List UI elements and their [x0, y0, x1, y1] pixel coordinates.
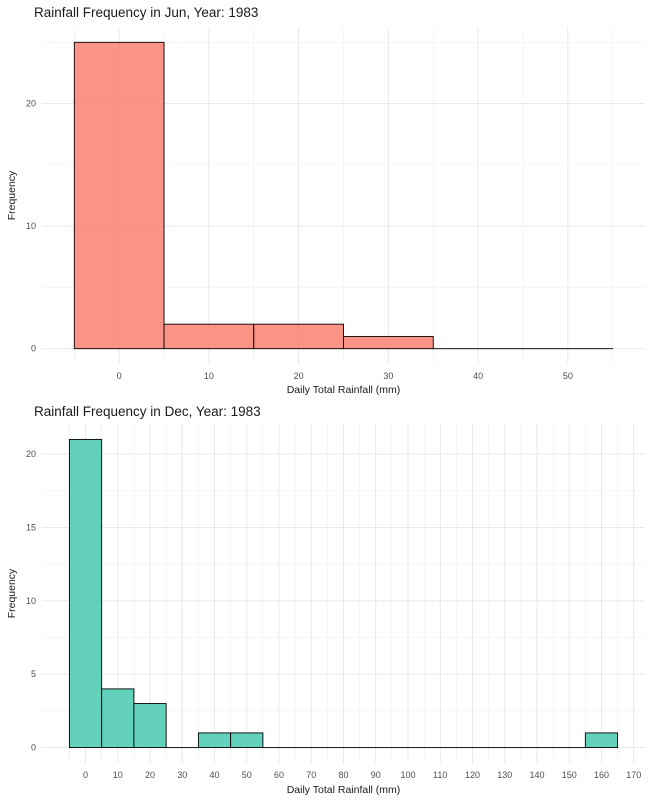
x-tick-label: 10: [113, 770, 123, 780]
x-tick-label: 40: [210, 770, 220, 780]
bar-3: [253, 323, 344, 350]
y-tick-label: 5: [31, 669, 36, 679]
x-tick-label: 120: [465, 770, 480, 780]
x-tick-label: 60: [274, 770, 284, 780]
x-tick-label: 90: [371, 770, 381, 780]
y-axis-title: Frequency: [6, 170, 18, 220]
x-tick-label: 130: [497, 770, 512, 780]
x-tick-label: 110: [433, 770, 447, 780]
x-tick-label: 150: [562, 770, 577, 780]
x-tick-label: 20: [294, 371, 304, 381]
x-tick-label: 30: [383, 371, 393, 381]
x-tick-label: 40: [473, 371, 483, 381]
x-tick-label: 80: [338, 770, 348, 780]
bars: [73, 41, 614, 350]
bar-3: [133, 703, 167, 749]
x-tick-label: 20: [145, 770, 155, 780]
x-tick-labels: 0 10 20 30 40 50: [117, 371, 573, 381]
x-tick-label: 0: [117, 371, 122, 381]
y-tick-label: 10: [26, 596, 36, 606]
y-tick-label: 20: [26, 99, 36, 109]
y-tick-label: 20: [26, 449, 36, 459]
chart-title: Rainfall Frequency in Dec, Year: 1983: [34, 404, 261, 419]
y-tick-labels: 0 5 10 15 20: [26, 449, 36, 753]
y-tick-label: 15: [26, 522, 36, 532]
x-tick-label: 160: [594, 770, 609, 780]
bar-1: [68, 438, 103, 749]
x-axis-title: Daily Total Rainfall (mm): [287, 784, 401, 796]
bar-2: [163, 323, 255, 350]
chart-panel-1: 0 10 20 30 40 50 0 10 20 Rainfall Frequency in Ju…: [6, 5, 645, 396]
x-tick-label: 100: [400, 770, 415, 780]
x-tick-label: 50: [242, 770, 252, 780]
bar-5: [197, 732, 232, 749]
x-tick-label: 70: [306, 770, 316, 780]
bar-17: [584, 732, 619, 749]
bars: [68, 438, 619, 749]
y-tick-labels: 0 10 20: [26, 99, 36, 354]
x-axis-title: Daily Total Rainfall (mm): [287, 384, 401, 396]
y-tick-label: 0: [31, 344, 36, 354]
x-tick-label: 140: [529, 770, 544, 780]
x-tick-label: 0: [83, 770, 88, 780]
y-tick-label: 0: [31, 743, 36, 753]
bar-4: [343, 335, 434, 350]
x-tick-label: 50: [563, 371, 573, 381]
bar-1: [73, 41, 165, 350]
x-tick-label: 170: [626, 770, 641, 780]
bar-2: [101, 688, 135, 749]
x-tick-labels: 0 10 20 30 40 50 60 70 80 90 100 110 120 130 140 150 160…: [83, 770, 641, 780]
bar-6: [230, 732, 264, 749]
chart-title: Rainfall Frequency in Jun, Year: 1983: [34, 5, 258, 20]
chart-panel-2: 0 10 20 30 40 50 60 70 80 90 100 110 120 130 140 150 160…: [6, 404, 645, 796]
x-tick-label: 10: [204, 371, 214, 381]
x-tick-label: 30: [177, 770, 187, 780]
y-axis-title: Frequency: [6, 568, 18, 618]
y-tick-label: 10: [26, 221, 36, 231]
